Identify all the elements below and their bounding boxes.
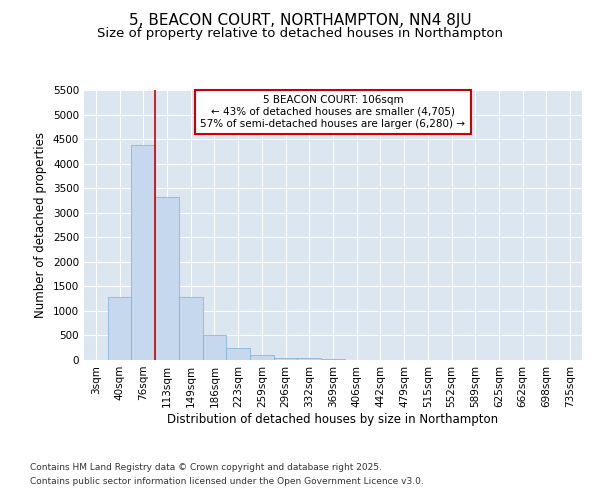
Bar xyxy=(155,197,179,360)
Bar xyxy=(203,336,226,360)
Bar xyxy=(298,358,321,360)
Bar xyxy=(108,298,131,360)
X-axis label: Distribution of detached houses by size in Northampton: Distribution of detached houses by size … xyxy=(167,412,499,426)
Bar xyxy=(321,359,345,360)
Y-axis label: Number of detached properties: Number of detached properties xyxy=(34,132,47,318)
Bar xyxy=(179,298,203,360)
Bar xyxy=(226,348,250,360)
Text: 5 BEACON COURT: 106sqm
← 43% of detached houses are smaller (4,705)
57% of semi-: 5 BEACON COURT: 106sqm ← 43% of detached… xyxy=(200,96,466,128)
Text: 5, BEACON COURT, NORTHAMPTON, NN4 8JU: 5, BEACON COURT, NORTHAMPTON, NN4 8JU xyxy=(128,12,472,28)
Text: Contains public sector information licensed under the Open Government Licence v3: Contains public sector information licen… xyxy=(30,477,424,486)
Bar xyxy=(131,145,155,360)
Text: Size of property relative to detached houses in Northampton: Size of property relative to detached ho… xyxy=(97,28,503,40)
Bar xyxy=(274,358,298,360)
Bar xyxy=(250,355,274,360)
Text: Contains HM Land Registry data © Crown copyright and database right 2025.: Contains HM Land Registry data © Crown c… xyxy=(30,464,382,472)
